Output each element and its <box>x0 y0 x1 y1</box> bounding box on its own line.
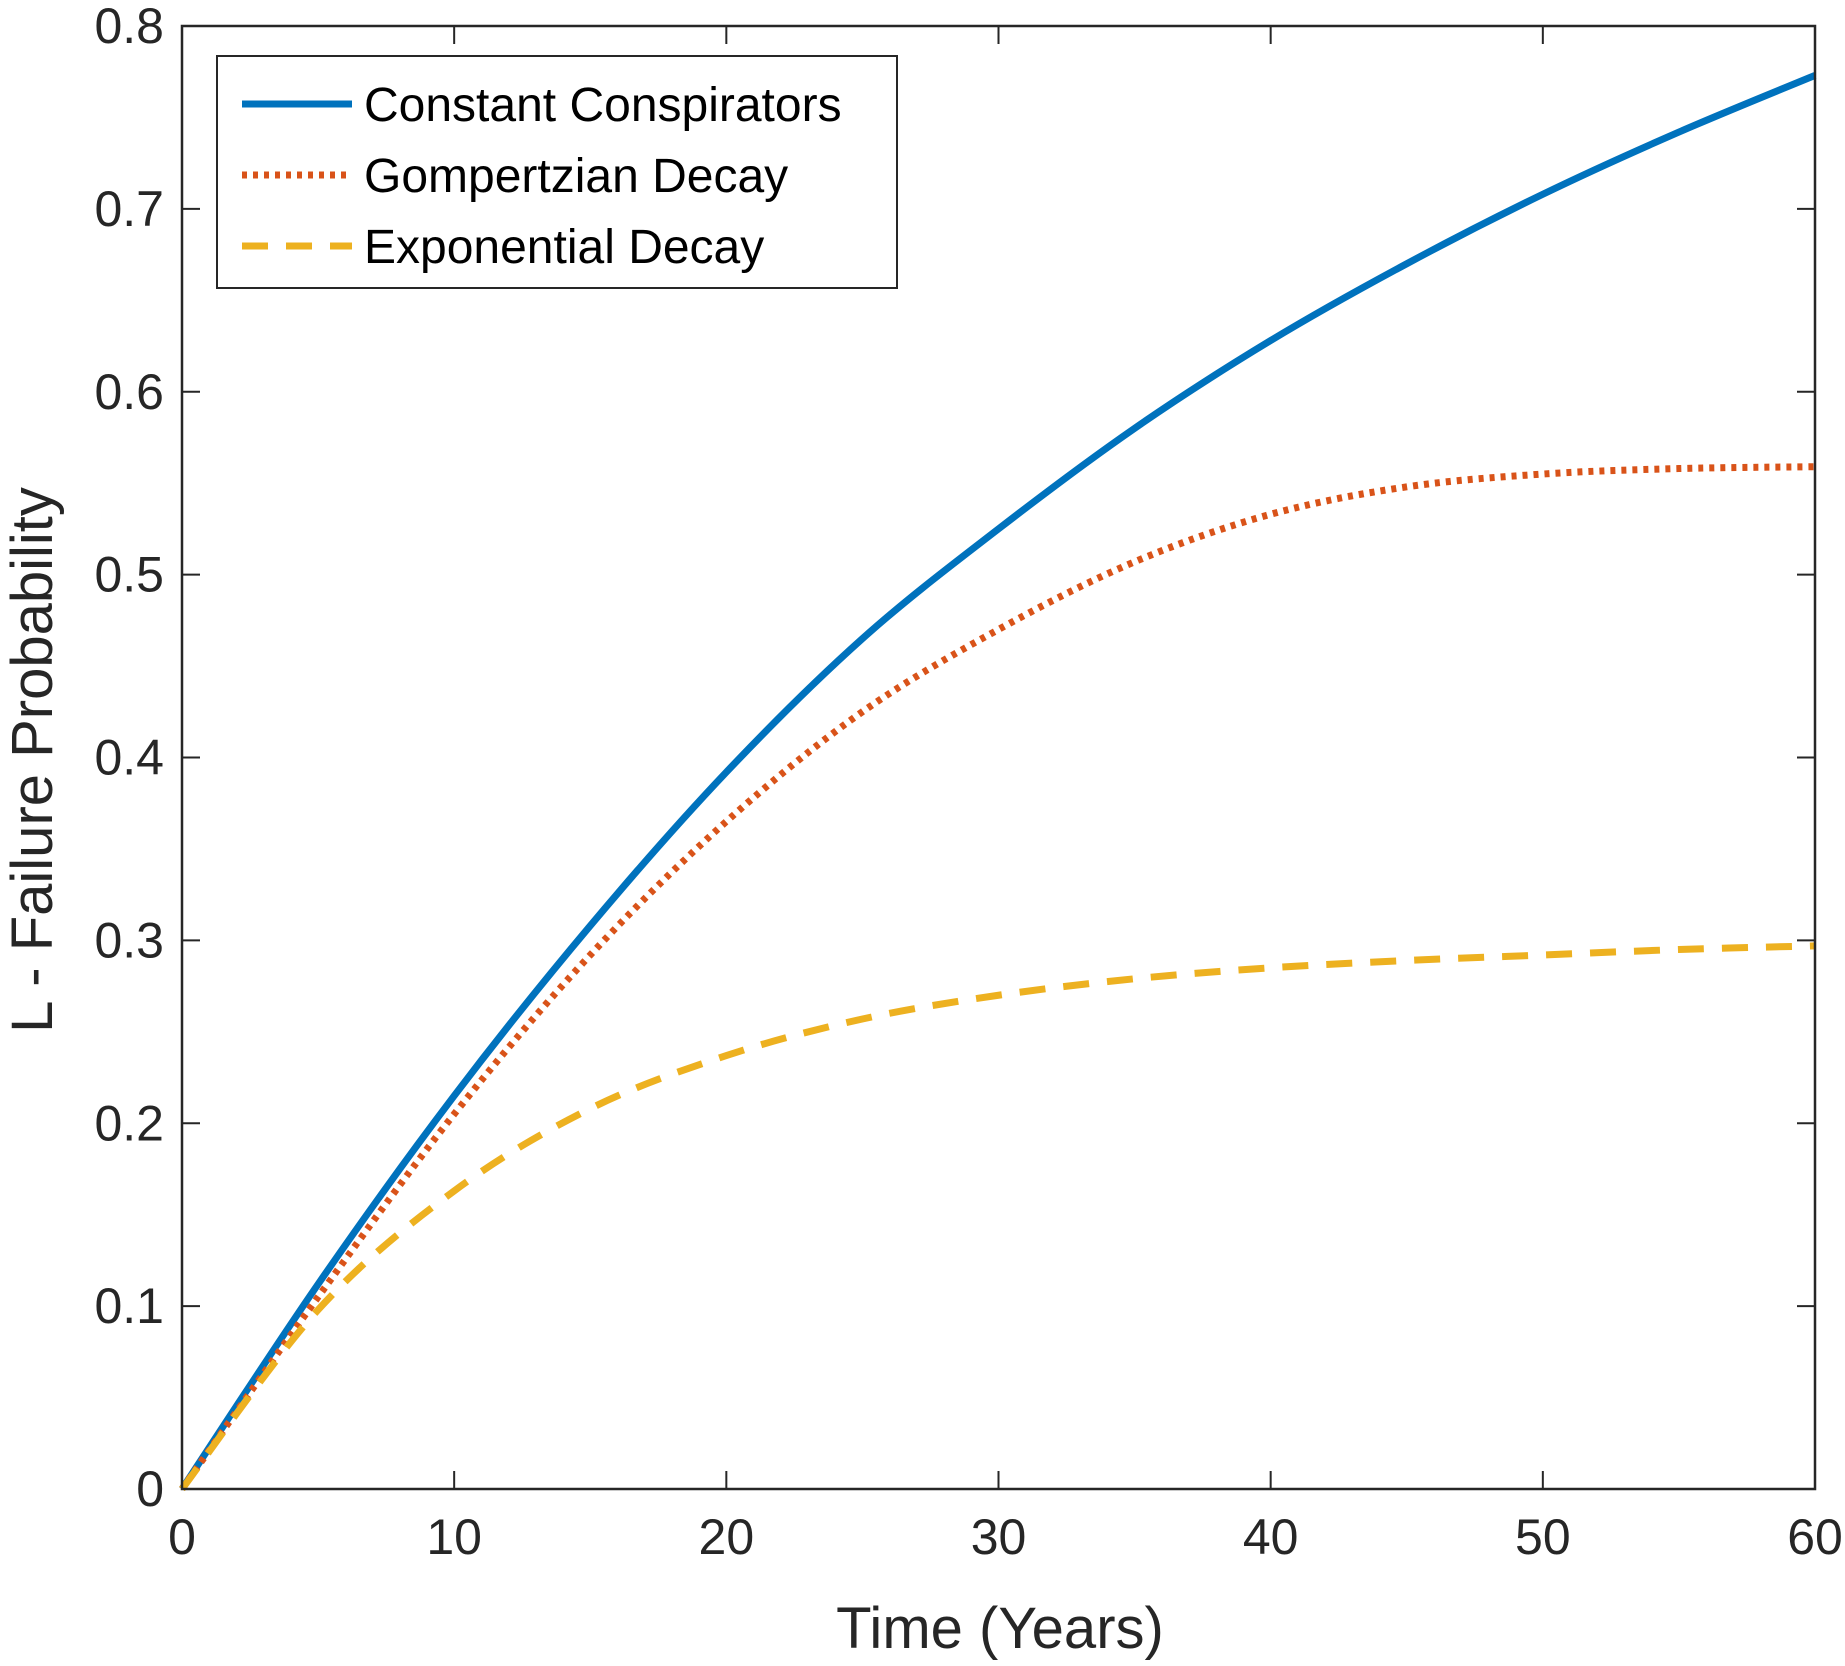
x-tick-label: 10 <box>426 1509 482 1565</box>
axes-frame <box>180 24 1817 1491</box>
x-tick-label: 60 <box>1787 1509 1843 1565</box>
y-tick-label: 0.1 <box>94 1278 164 1334</box>
legend-label-1: Constant Conspirators <box>364 79 842 132</box>
series-line-1 <box>179 72 1817 1491</box>
x-tick-label: 0 <box>168 1509 196 1565</box>
y-tick-label: 0.8 <box>94 0 164 54</box>
legend-label-2: Gompertzian Decay <box>364 150 788 203</box>
series-line-3 <box>179 942 1816 1492</box>
y-axis-title: L - Failure Probability <box>0 487 65 1033</box>
legend-label-3: Exponential Decay <box>364 221 764 274</box>
x-tick-label: 40 <box>1243 1509 1299 1565</box>
x-tick-label: 50 <box>1515 1509 1571 1565</box>
y-tick-label: 0.3 <box>94 912 164 968</box>
x-axis-title: Time (Years) <box>836 1596 1164 1661</box>
series-line-2 <box>179 463 1816 1492</box>
x-tick-label: 30 <box>971 1509 1027 1565</box>
y-tick-label: 0.7 <box>94 181 164 237</box>
x-tick-label: 20 <box>699 1509 755 1565</box>
y-tick-label: 0 <box>136 1461 164 1517</box>
y-tick-label: 0.6 <box>94 364 164 420</box>
y-tick-label: 0.2 <box>94 1095 164 1151</box>
y-tick-label: 0.4 <box>94 730 164 786</box>
y-tick-label: 0.5 <box>94 547 164 603</box>
